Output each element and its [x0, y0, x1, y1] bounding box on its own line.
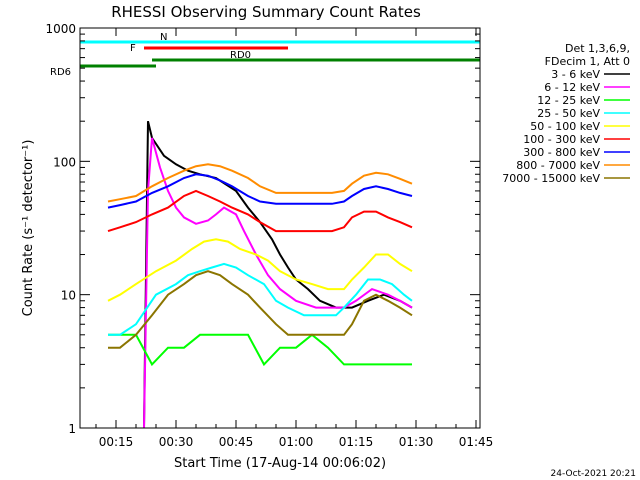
x-axis-label: Start Time (17-Aug-14 00:06:02)	[174, 456, 386, 471]
series-line-7	[107, 163, 413, 203]
series-line-4	[107, 238, 413, 302]
y-tick-label-3: 1000	[45, 22, 76, 36]
x-tick-label-3: 01:00	[279, 435, 314, 449]
x-tick-label-5: 01:30	[399, 435, 434, 449]
series-line-5	[107, 189, 413, 233]
x-tick-label-1: 00:30	[159, 435, 194, 449]
legend-label-2: 12 - 25 keV	[537, 94, 600, 107]
series-layer	[107, 120, 413, 428]
x-tick-label-2: 00:45	[219, 435, 254, 449]
y-axis-label: Count Rate (s⁻¹ detector⁻¹)	[21, 140, 36, 317]
annotation-label-0: N	[160, 32, 167, 43]
legend-label-7: 800 - 7000 keV	[516, 159, 600, 172]
series-line-0	[143, 120, 413, 428]
x-tick-label-4: 01:15	[339, 435, 374, 449]
x-axis: 00:15 00:30 00:45 01:00 01:15 01:30 01:45	[95, 28, 494, 449]
annotation-layer: N F RD0 RD6	[50, 32, 480, 78]
y-tick-label-2: 100	[53, 155, 76, 169]
x-tick-label-0: 00:15	[99, 435, 134, 449]
legend-label-3: 25 - 50 keV	[537, 107, 600, 120]
y-tick-label-1: 10	[61, 289, 76, 303]
annotation-label-3: RD6	[50, 67, 71, 78]
y-axis: 1 10 100 1000	[45, 22, 480, 436]
legend-label-5: 100 - 300 keV	[523, 133, 600, 146]
series-line-3	[108, 262, 413, 336]
legend-label-0: 3 - 6 keV	[551, 68, 600, 81]
plot-frame	[79, 27, 481, 429]
legend: Det 1,3,6,9, FDecim 1, Att 0 3 - 6 keV6 …	[502, 42, 630, 185]
series-line-1	[143, 137, 413, 428]
chart-title: RHESSI Observing Summary Count Rates	[111, 3, 421, 21]
legend-label-1: 6 - 12 keV	[544, 81, 600, 94]
legend-label-6: 300 - 800 keV	[523, 146, 600, 159]
legend-header-line-1: Det 1,3,6,9,	[565, 42, 630, 55]
legend-label-8: 7000 - 15000 keV	[502, 172, 600, 185]
series-line-2	[108, 333, 412, 367]
timestamp: 24-Oct-2021 20:21	[551, 469, 636, 479]
series-line-6	[107, 173, 413, 209]
series-line-8	[108, 270, 413, 349]
x-tick-label-6: 01:45	[459, 435, 494, 449]
annotation-label-1: F	[130, 43, 136, 54]
y-tick-label-0: 1	[68, 422, 76, 436]
annotation-label-2: RD0	[230, 50, 251, 61]
legend-label-4: 50 - 100 keV	[530, 120, 600, 133]
legend-header-line-2: FDecim 1, Att 0	[545, 55, 630, 68]
